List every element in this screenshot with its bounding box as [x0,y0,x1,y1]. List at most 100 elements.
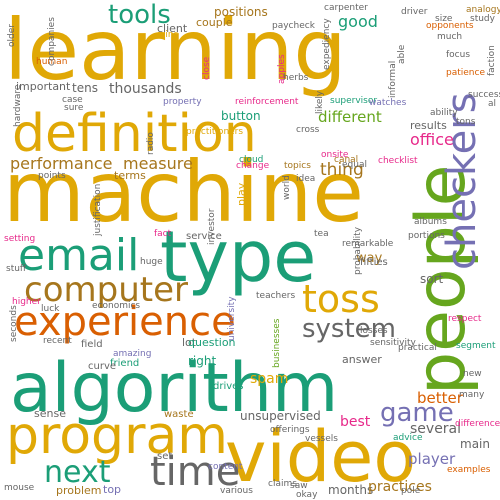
cloud-word: field [81,339,103,350]
cloud-word: fact [154,229,172,239]
cloud-word: albums [414,217,447,227]
cloud-word: likely [315,90,325,114]
cloud-word: tools [108,0,171,30]
cloud-word: drives [213,381,244,392]
cloud-word: huge [140,257,163,267]
cloud-word: best [340,414,371,430]
cloud-word: results [410,119,447,132]
cloud-word: companies [47,17,57,66]
cloud-word: case [62,95,83,105]
cloud-word: herbs [283,73,309,83]
cloud-word: new [463,369,482,379]
cloud-word: setting [4,234,36,244]
cloud-word: friend [110,358,140,369]
cloud-word: waste [164,409,194,420]
cloud-word: good [338,12,378,31]
cloud-word: study [470,14,495,24]
cloud-word: hardware [13,84,23,127]
cloud-word: sure [64,103,84,113]
cloud-word: game [380,398,454,428]
cloud-word: advice [393,433,423,443]
cloud-word: computer [24,270,188,310]
cloud-word: businesses [272,318,282,368]
cloud-word: thing [320,160,364,180]
cloud-word: difference [455,419,500,429]
cloud-word: respect [448,314,482,324]
cloud-word: okay [296,490,318,500]
cloud-word: checklist [378,156,418,166]
cloud-word: investor [207,208,217,246]
cloud-word: economics [92,301,141,311]
cloud-word: probability [353,226,363,275]
cloud-word: saw [290,481,308,491]
cloud-word: radio [146,132,156,155]
cloud-word: higher [12,297,41,307]
cloud-word: unsupervised [240,409,321,423]
cloud-word: reinforcement [235,97,299,107]
cloud-word: spam [250,371,289,387]
cloud-word: terms [114,169,146,182]
cloud-word: service [186,231,222,242]
cloud-word: claims [268,479,297,489]
cloud-word: focus [446,50,471,60]
cloud-word: informal [388,60,398,98]
cloud-word: change [236,161,270,171]
cloud-word: university [227,296,237,341]
cloud-word: set [157,451,173,462]
cloud-word: close [202,56,212,80]
cloud-word: email [18,230,140,281]
cloud-word: learning [4,1,347,99]
cloud-word: expediency [322,18,332,70]
cloud-word: better [417,389,463,407]
cloud-word: sort [420,272,444,286]
cloud-word: positions [214,5,268,19]
cloud-word: tea [314,229,329,239]
cloud-word: next [44,455,111,490]
cloud-word: algorithm [10,349,339,428]
cloud-word: practical [398,343,437,353]
cloud-word: top [103,483,122,496]
cloud-word: canal [334,155,359,165]
cloud-word: wins [158,30,179,40]
cloud-word: question [188,336,236,349]
cloud-word: sense [34,407,66,420]
cloud-word: human [36,57,68,67]
cloud-word: faction [487,45,497,76]
cloud-word: practices [368,479,432,495]
cloud-word: recent [43,336,72,346]
cloud-word: player [408,450,456,468]
cloud-word: important [16,80,71,93]
cloud-word: world [282,175,292,200]
cloud-word: portions [408,231,445,241]
cloud-word: office [410,130,454,149]
cloud-word: paycheck [272,21,315,31]
cloud-word: property [163,97,202,107]
cloud-word: time [150,449,241,495]
cloud-word: seconds [9,305,19,342]
cloud-word: machine [3,143,364,241]
cloud-word: cross [296,125,320,135]
cloud-word: able [397,44,407,64]
cloud-word: teachers [256,291,296,301]
cloud-word: couple [196,16,233,29]
cloud-word: several [410,421,462,437]
cloud-word: various [220,486,253,496]
cloud-word: topics [284,161,311,171]
cloud-word: curve [88,361,117,372]
cloud-word: ability [430,108,458,118]
cloud-word: tons [456,117,476,127]
cloud-word: al [488,99,497,109]
cloud-word: content [208,462,243,472]
cloud-word: cloud [239,155,264,165]
cloud-word: losses [360,326,388,336]
cloud-word: client [157,22,188,35]
cloud-word: luck [41,304,60,314]
cloud-word: older [7,24,17,47]
cloud-word: supervisor [330,96,378,106]
cloud-word: equal [342,160,367,170]
cloud-word: type [160,216,317,298]
cloud-word: different [318,108,382,126]
cloud-word: button [221,109,261,123]
cloud-word: carpenter [324,3,368,13]
cloud-word: watches [369,98,407,108]
